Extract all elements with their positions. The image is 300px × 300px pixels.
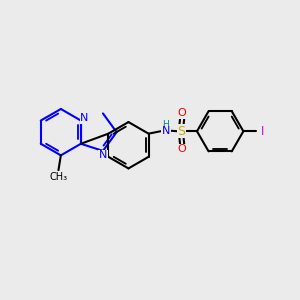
- Text: CH₃: CH₃: [50, 172, 68, 182]
- Text: H: H: [162, 120, 169, 129]
- Text: N: N: [99, 150, 107, 161]
- Text: I: I: [261, 125, 264, 138]
- Text: N: N: [80, 113, 89, 123]
- Text: S: S: [177, 125, 185, 138]
- Text: N: N: [162, 126, 170, 136]
- Text: O: O: [178, 108, 187, 118]
- Text: O: O: [178, 144, 187, 154]
